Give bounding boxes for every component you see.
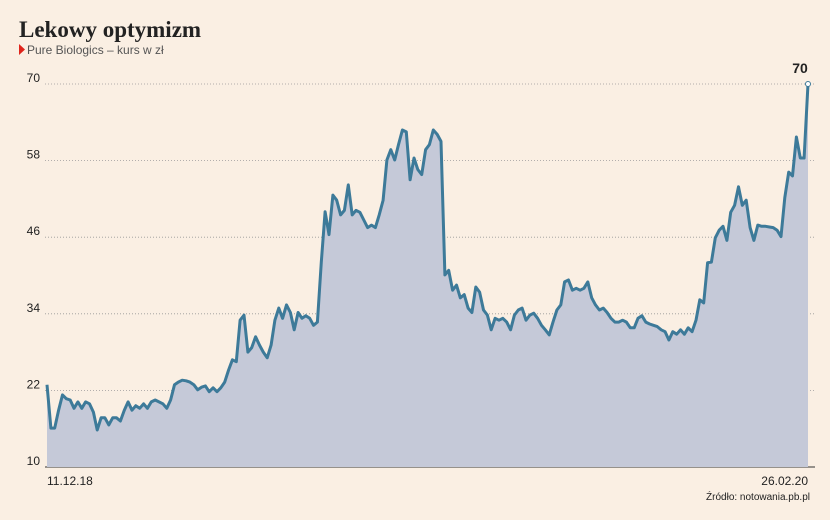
y-tick-label: 46 xyxy=(27,224,41,238)
source: Źródło: notowania.pb.pl xyxy=(706,490,810,503)
line xyxy=(45,83,810,432)
end-value-label: 70 xyxy=(792,60,808,76)
y-tick-label: 10 xyxy=(27,454,41,468)
chart-title: Lekowy optymizm xyxy=(19,17,201,42)
chart-subtitle: Pure Biologics – kurs w zł xyxy=(27,43,164,57)
subtitle-marker xyxy=(19,44,25,55)
end-marker xyxy=(805,81,811,87)
y-tick-label: 34 xyxy=(27,301,41,315)
y-tick-label: 58 xyxy=(27,148,41,162)
x-tick-label: 11.12.18 xyxy=(47,474,93,488)
y-tick-label: 22 xyxy=(27,377,41,391)
area xyxy=(47,84,808,467)
x-tick-label: 26.02.20 xyxy=(761,474,808,488)
y-tick-label: 70 xyxy=(27,71,41,85)
